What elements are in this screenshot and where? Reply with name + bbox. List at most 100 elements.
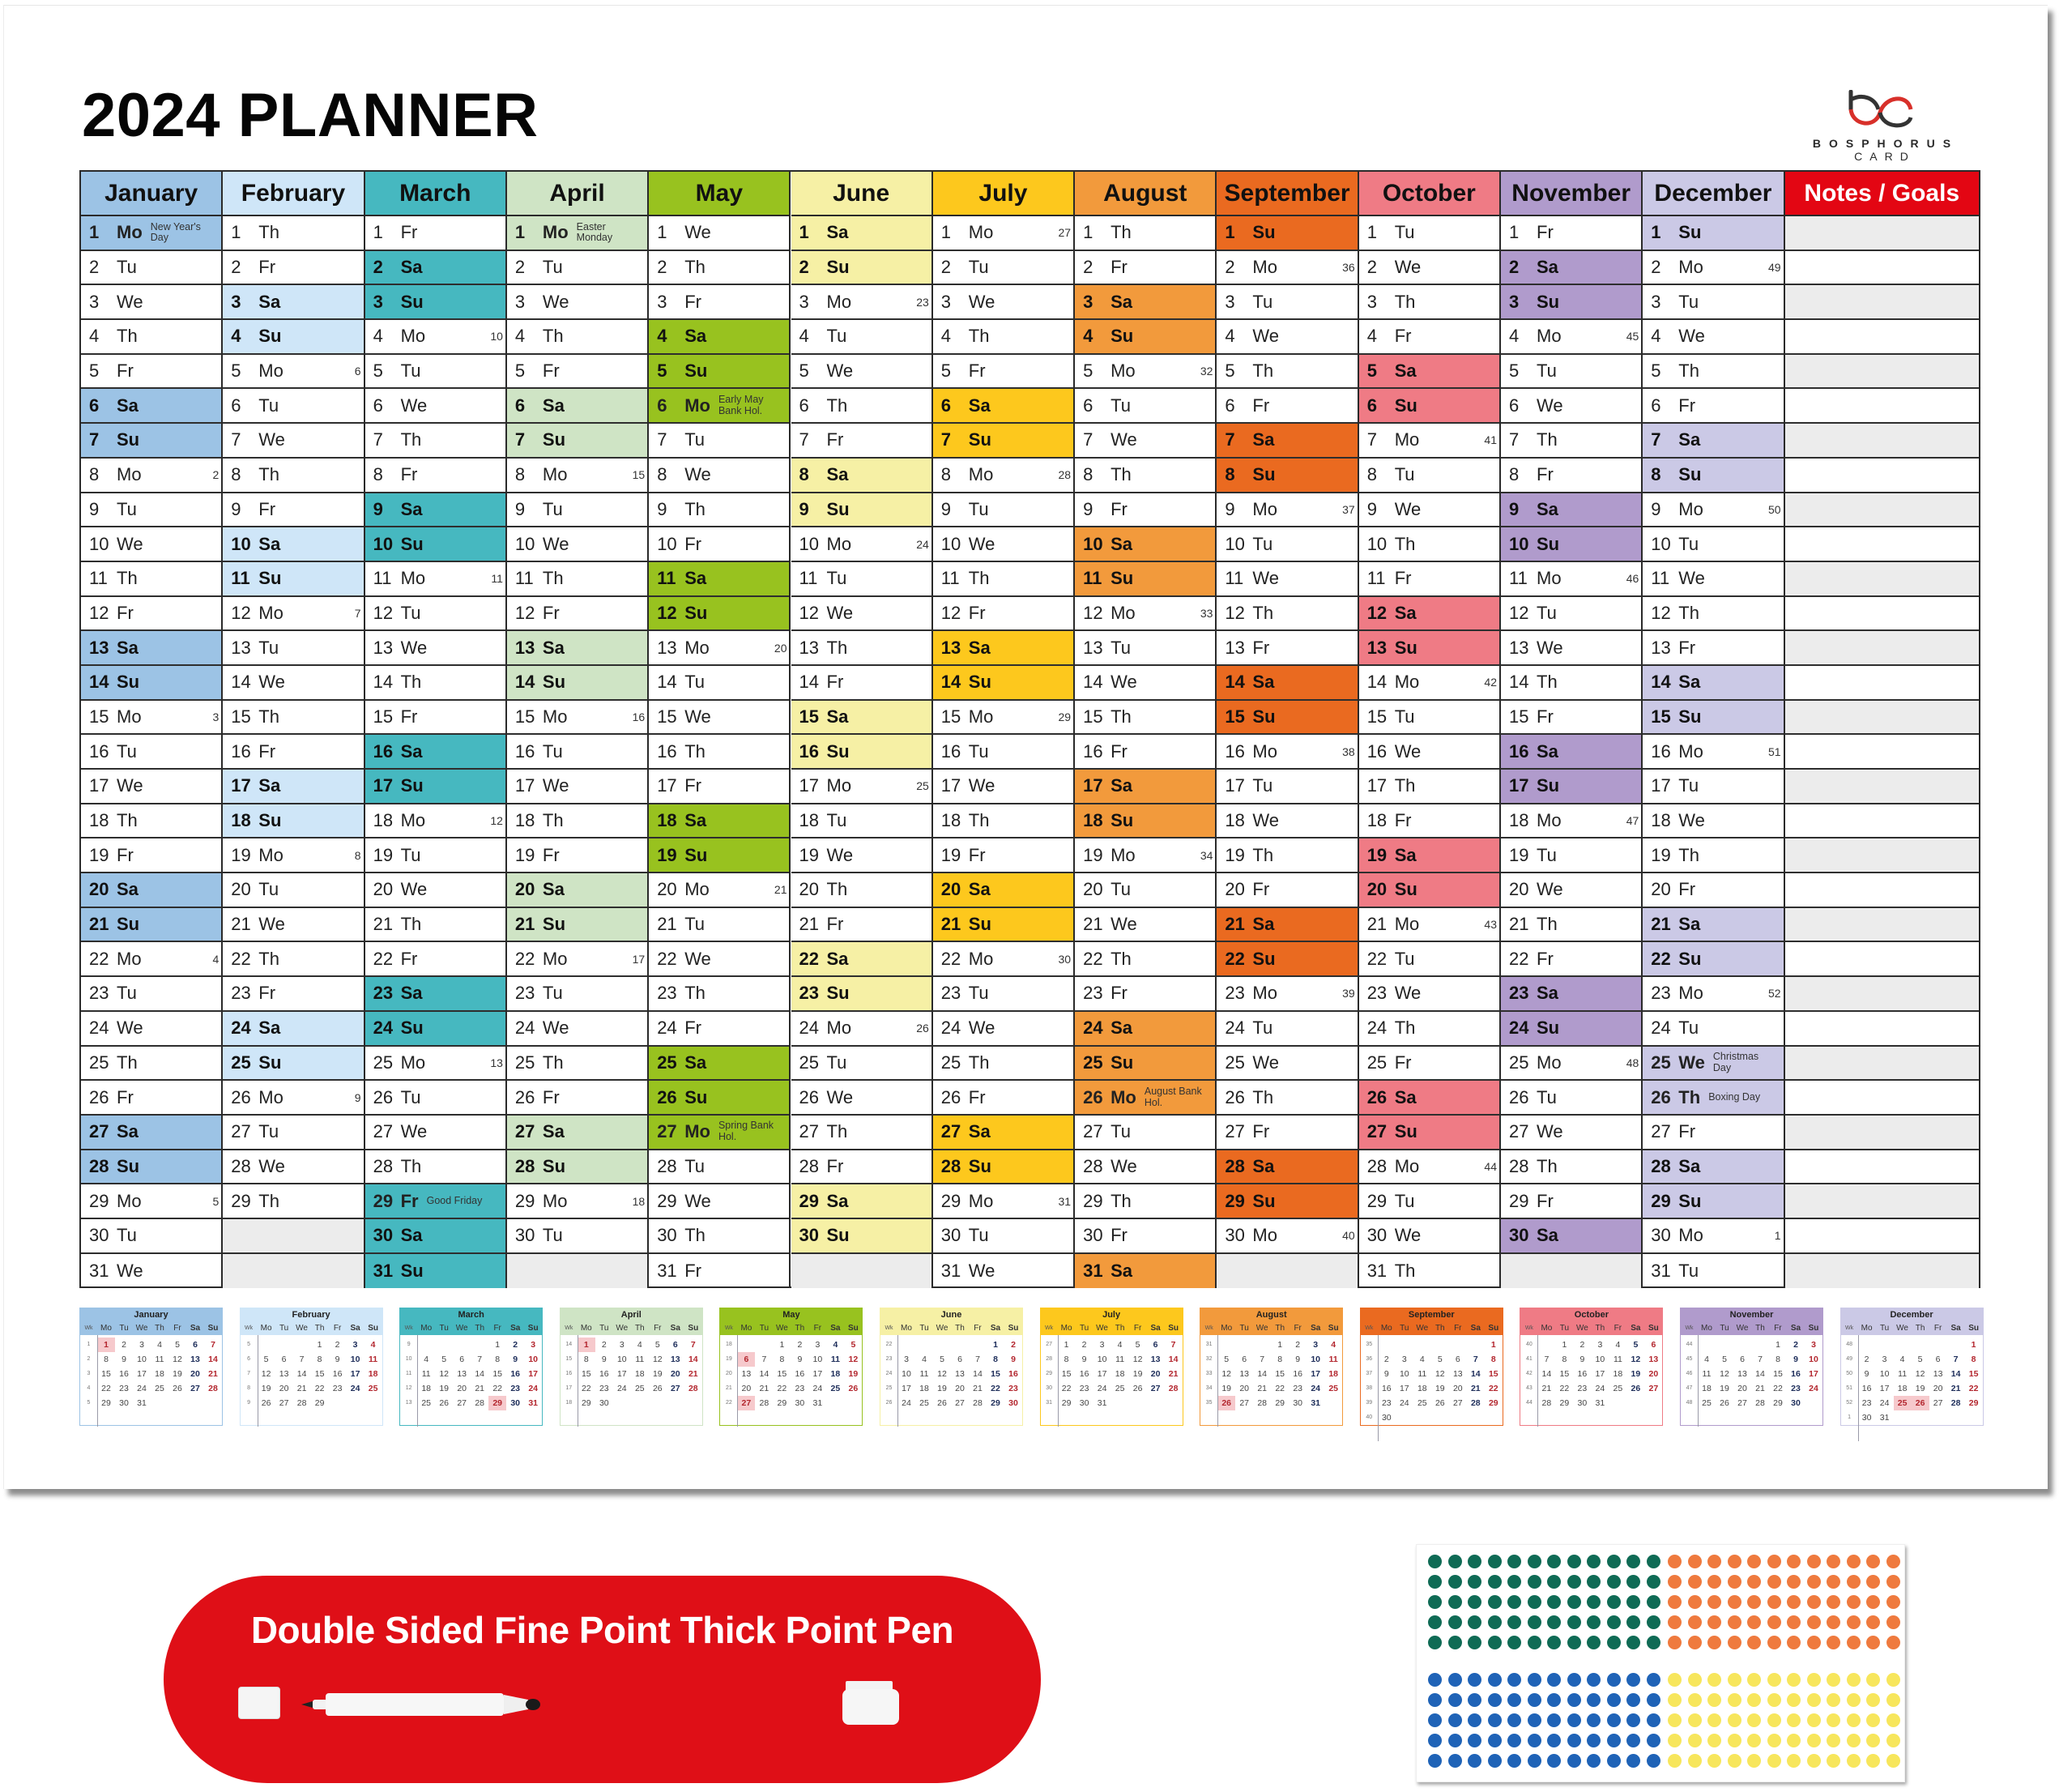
- day-cell[interactable]: 1 Tu: [1358, 216, 1499, 251]
- day-cell[interactable]: 24 Tu: [1217, 1012, 1358, 1047]
- day-cell[interactable]: 7 Sa: [1643, 424, 1784, 459]
- day-cell[interactable]: 15 Th: [1075, 701, 1216, 736]
- day-cell[interactable]: 31 Sa: [1075, 1253, 1216, 1289]
- day-cell[interactable]: 23 Tu: [506, 977, 648, 1012]
- day-cell[interactable]: 16 Fr: [1075, 735, 1216, 770]
- day-cell[interactable]: 4 We: [1217, 320, 1358, 355]
- day-cell[interactable]: 11 Sa: [649, 561, 790, 597]
- day-cell[interactable]: 2 Mo 36: [1217, 251, 1358, 286]
- day-cell[interactable]: 5 Th: [1643, 355, 1784, 390]
- day-cell[interactable]: 27 Sa: [932, 1115, 1074, 1150]
- day-cell[interactable]: 4 Sa: [649, 320, 790, 355]
- day-cell[interactable]: 22 Tu: [1358, 942, 1499, 978]
- day-cell[interactable]: 21 Th: [364, 908, 505, 943]
- day-cell[interactable]: 3 We: [81, 285, 222, 321]
- notes-line[interactable]: [1784, 424, 1979, 459]
- day-cell[interactable]: 20 We: [1501, 873, 1642, 908]
- day-cell[interactable]: 17 Sa: [223, 770, 364, 804]
- day-cell[interactable]: 13 We: [1501, 631, 1642, 666]
- day-cell[interactable]: 19 Tu: [364, 838, 505, 874]
- day-cell[interactable]: 2 Sa: [1501, 250, 1642, 286]
- notes-line[interactable]: [1784, 873, 1979, 908]
- day-cell[interactable]: 10 We: [932, 527, 1074, 562]
- day-cell[interactable]: 6 Sa: [506, 389, 648, 425]
- notes-line[interactable]: [1784, 907, 1979, 943]
- notes-line[interactable]: [1784, 700, 1979, 736]
- day-cell[interactable]: 5 Mo 6: [223, 355, 364, 390]
- day-cell[interactable]: 11 Su: [223, 561, 364, 597]
- day-cell[interactable]: 7 We: [223, 424, 364, 459]
- day-cell[interactable]: 30 We: [1358, 1219, 1499, 1254]
- day-cell[interactable]: 8 Tu: [1358, 459, 1499, 493]
- day-cell[interactable]: 4 Fr: [1358, 320, 1499, 355]
- day-cell[interactable]: 6 Th: [791, 389, 931, 425]
- day-cell[interactable]: 4 Mo 45: [1501, 320, 1642, 355]
- day-cell[interactable]: 25 Th: [506, 1047, 648, 1082]
- day-cell[interactable]: 7 Sa: [1217, 424, 1358, 459]
- day-cell[interactable]: 2 Fr: [1075, 251, 1216, 286]
- day-cell[interactable]: 20 Tu: [223, 873, 364, 908]
- day-cell[interactable]: 15 Mo 3: [81, 701, 222, 736]
- day-cell[interactable]: 21 Su: [932, 907, 1074, 943]
- day-cell[interactable]: 20 Su: [1358, 873, 1499, 908]
- day-cell[interactable]: 23 Tu: [932, 977, 1074, 1012]
- day-cell[interactable]: 14 Su: [81, 665, 222, 701]
- day-cell[interactable]: 2 Tu: [932, 251, 1074, 286]
- day-cell[interactable]: 15 Tu: [1358, 701, 1499, 736]
- day-cell[interactable]: 31 Th: [1359, 1254, 1499, 1289]
- day-cell[interactable]: 30 Tu: [932, 1219, 1074, 1254]
- day-cell[interactable]: 8 Sa: [791, 458, 931, 493]
- day-cell[interactable]: 14 Fr: [791, 666, 931, 701]
- day-cell[interactable]: 2 Th: [649, 251, 790, 286]
- day-cell[interactable]: 8 Fr: [1501, 459, 1642, 493]
- day-cell[interactable]: 20 We: [364, 873, 505, 908]
- day-cell[interactable]: 15 Mo 29: [932, 701, 1074, 736]
- day-cell[interactable]: 10 Mo 24: [791, 527, 931, 562]
- day-cell[interactable]: 4 Tu: [791, 320, 931, 355]
- day-cell[interactable]: 20 Tu: [1075, 873, 1216, 908]
- day-cell[interactable]: 22 Mo 4: [81, 942, 222, 978]
- day-cell[interactable]: 14 Sa: [1643, 665, 1784, 701]
- day-cell[interactable]: 21 Tu: [649, 908, 790, 943]
- day-cell[interactable]: 30 Tu: [506, 1219, 648, 1254]
- day-cell[interactable]: 12 We: [791, 597, 931, 632]
- day-cell[interactable]: 21 Su: [506, 907, 648, 943]
- day-cell[interactable]: 28 Th: [1501, 1150, 1642, 1185]
- day-cell[interactable]: 10 Sa: [1075, 527, 1216, 562]
- day-cell[interactable]: 20 Sa: [932, 873, 1074, 908]
- notes-line[interactable]: [1784, 527, 1979, 562]
- notes-line[interactable]: [1784, 804, 1979, 839]
- day-cell[interactable]: 10 Fr: [649, 527, 790, 562]
- day-cell[interactable]: 10 Sa: [223, 527, 364, 562]
- day-cell[interactable]: 15 Su: [1643, 700, 1784, 736]
- day-cell[interactable]: 5 Su: [649, 354, 790, 390]
- day-cell[interactable]: 12 Th: [1643, 597, 1784, 632]
- day-cell[interactable]: 22 Mo 17: [506, 942, 648, 978]
- day-cell[interactable]: 29 Sa: [791, 1184, 931, 1219]
- day-cell[interactable]: 17 We: [932, 770, 1074, 804]
- day-cell[interactable]: 14 Th: [1501, 666, 1642, 701]
- day-cell[interactable]: 18 Tu: [791, 804, 931, 839]
- day-cell[interactable]: 16 Tu: [932, 735, 1074, 770]
- day-cell[interactable]: 24 We: [81, 1012, 222, 1047]
- day-cell[interactable]: 16 We: [1358, 735, 1499, 770]
- day-cell[interactable]: 8 We: [649, 459, 790, 493]
- day-cell[interactable]: 4 Su: [1075, 320, 1216, 355]
- day-cell[interactable]: 17 Sa: [1075, 770, 1216, 804]
- day-cell[interactable]: 1 Mo Easter Monday: [506, 216, 648, 251]
- day-cell[interactable]: 4 Su: [223, 320, 364, 355]
- day-cell[interactable]: 26 Th Boxing Day: [1643, 1081, 1784, 1116]
- day-cell[interactable]: 17 Th: [1358, 770, 1499, 804]
- day-cell[interactable]: 29 Fr Good Friday: [364, 1184, 505, 1219]
- day-cell[interactable]: 22 Fr: [1501, 942, 1642, 978]
- day-cell[interactable]: 4 Mo 10: [364, 320, 505, 355]
- day-cell[interactable]: 24 Su: [1501, 1011, 1642, 1047]
- day-cell[interactable]: 21 Sa: [1643, 907, 1784, 943]
- day-cell[interactable]: 28 Sa: [1643, 1150, 1784, 1185]
- day-cell[interactable]: 22 Mo 30: [932, 942, 1074, 978]
- day-cell[interactable]: 2 Sa: [364, 250, 505, 286]
- day-cell[interactable]: 7 Su: [81, 424, 222, 459]
- day-cell[interactable]: 21 Fr: [791, 908, 931, 943]
- day-cell[interactable]: 22 Th: [1075, 942, 1216, 978]
- day-cell[interactable]: 14 We: [223, 666, 364, 701]
